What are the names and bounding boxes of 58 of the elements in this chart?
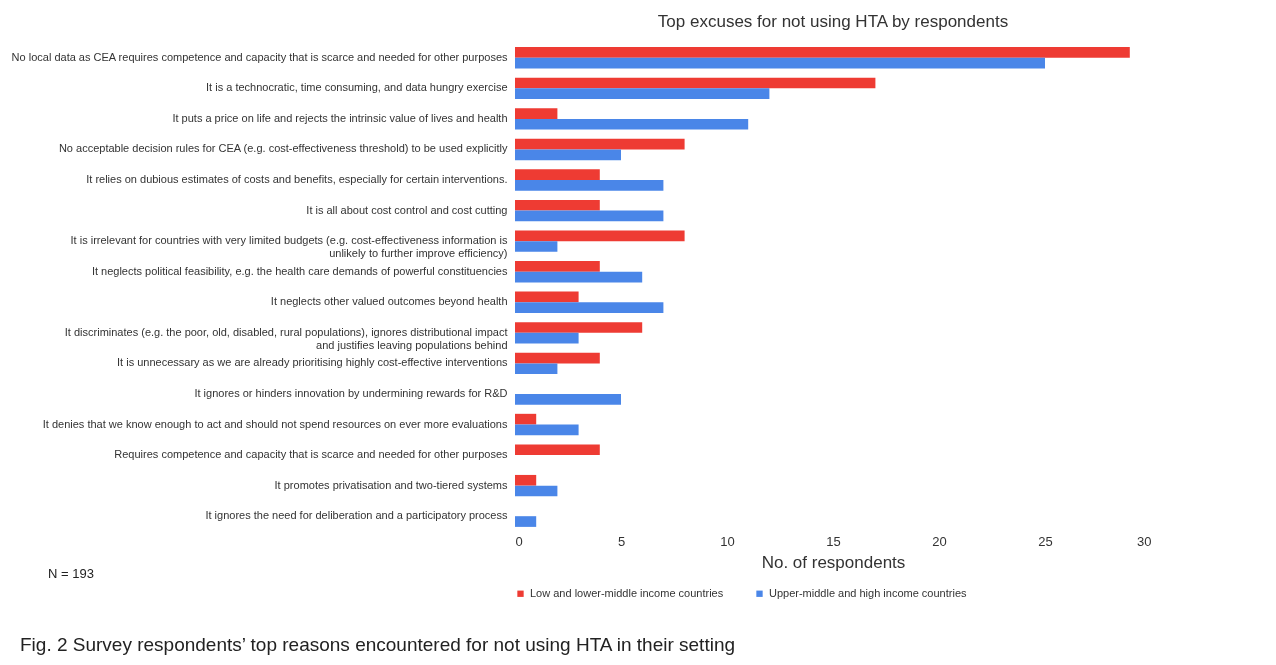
y-tick-label: No acceptable decision rules for CEA (e.g. cost-effectiveness threshold) to be used explicitly [58, 142, 508, 155]
bar [515, 210, 664, 222]
bar [515, 199, 600, 211]
bar [515, 291, 579, 303]
legend-label: Upper-middle and high income countries [769, 586, 967, 599]
bar [515, 485, 558, 497]
bar [515, 261, 600, 272]
y-tick-label: It ignores or hinders innovation by undermining rewards for R&D [194, 386, 508, 399]
y-tick-label: It is a technocratic, time consuming, and data hungry exercise [206, 81, 508, 94]
bar [515, 302, 664, 313]
legend-label: Low and lower-middle income countries [530, 586, 724, 599]
bar [515, 241, 558, 252]
x-tick-label: 25 [1038, 533, 1053, 549]
y-tick-label: It neglects other valued outcomes beyond health [270, 295, 508, 308]
bar [515, 424, 579, 436]
bar [515, 271, 643, 283]
y-tick-label: Requires competence and capacity that is scarce and needed for other purposes [114, 448, 508, 461]
y-tick-label: It ignores the need for deliberation and a participatory process [205, 509, 508, 522]
y-tick-label: It is all about cost control and cost cutting [306, 203, 508, 216]
bar [515, 180, 664, 191]
x-tick-label: 5 [617, 533, 626, 549]
x-tick-label: 20 [932, 533, 947, 549]
bar [515, 516, 537, 527]
bar [515, 57, 1045, 69]
bar [515, 230, 685, 242]
bar [515, 393, 621, 405]
text: N = 193 [48, 566, 94, 581]
y-tick-label: It is irrelevant for countries with very limited budgets (e.g. cost-effectiveness information is unlikely to further improve efficiency) [70, 234, 508, 260]
y-tick-label: It is unnecessary as we are already prioritising highly cost-effective interventions [117, 356, 508, 369]
bar [515, 363, 558, 375]
bar [515, 118, 749, 130]
x-tick-label: 10 [720, 533, 735, 549]
y-tick-label: It discriminates (e.g. the poor, old, disabled, rural populations), ignores distributional impact and justifies leaving populations behind [64, 325, 508, 351]
x-tick-label: 15 [826, 533, 841, 549]
bar [515, 332, 579, 344]
bar [515, 413, 537, 425]
bar [515, 108, 558, 119]
y-tick-label: It puts a price on life and rejects the intrinsic value of lives and health [172, 111, 508, 124]
y-tick-label: No local data as CEA requires competence and capacity that is scarce and needed for other purposes [11, 50, 508, 63]
y-tick-label: It promotes privatisation and two-tiered systems [274, 478, 508, 491]
chart-title: Top excuses for not using HTA by respondents [657, 12, 1009, 31]
x-axis-title: No. of respondents [761, 552, 906, 572]
bar [515, 444, 600, 456]
bar [515, 322, 643, 333]
bar [515, 149, 621, 161]
bar [515, 474, 537, 486]
x-tick-label: 30 [1137, 533, 1152, 549]
y-tick-label: It neglects political feasibility, e.g. the health care demands of powerful constituencies [91, 264, 508, 277]
x-tick-label: 0 [515, 533, 523, 549]
bar [515, 88, 770, 100]
bar [515, 138, 685, 150]
bar [515, 47, 1130, 58]
bar [515, 169, 600, 181]
bar [515, 352, 600, 364]
bar [515, 77, 876, 89]
caption: Fig. 2 Survey respondents’ top reasons encountered for not using HTA in their setting [20, 634, 736, 656]
y-tick-label: It relies on dubious estimates of costs and benefits, especially for certain interventions. [86, 173, 508, 186]
y-tick-label: It denies that we know enough to act and should not spend resources on ever more evaluations [42, 417, 508, 430]
